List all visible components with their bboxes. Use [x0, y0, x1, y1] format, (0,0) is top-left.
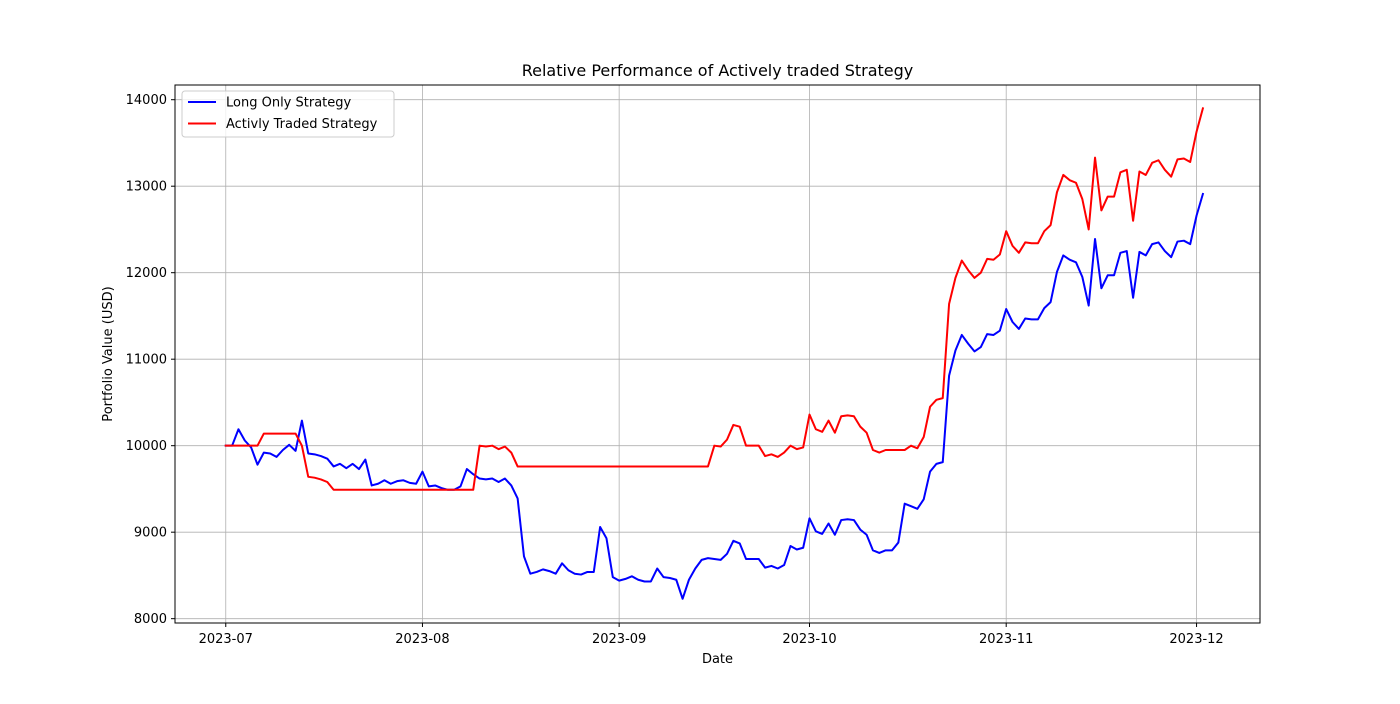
legend: Long Only Strategy Activly Traded Strate… — [181, 90, 395, 138]
legend-label-actively-traded: Activly Traded Strategy — [226, 117, 378, 132]
series-lines — [224, 107, 1205, 600]
x-axis-label: Date — [702, 652, 733, 667]
legend-label-long-only: Long Only Strategy — [226, 96, 352, 111]
y-tick-label: 13000 — [126, 180, 167, 195]
legend-box — [181, 90, 395, 138]
grid-lines — [175, 85, 1260, 623]
chart-title: Relative Performance of Actively traded … — [522, 61, 914, 80]
y-tick-label: 14000 — [126, 93, 167, 108]
y-tick-label: 9000 — [134, 526, 167, 541]
x-tick-label: 2023-07 — [199, 632, 253, 647]
y-tick-label: 12000 — [126, 266, 167, 281]
x-tick-label: 2023-11 — [979, 632, 1033, 647]
x-tick-label: 2023-10 — [782, 632, 836, 647]
y-tick-label: 11000 — [126, 353, 167, 368]
x-tick-label: 2023-09 — [592, 632, 646, 647]
y-tick-label: 8000 — [134, 612, 167, 627]
y-tick-label: 10000 — [126, 439, 167, 454]
x-tick-label: 2023-08 — [395, 632, 449, 647]
axis-ticks: 2023-07 2023-08 2023-09 2023-10 2023-11 2023-… — [126, 93, 1224, 647]
series-line-long-only — [224, 192, 1205, 600]
series-line-actively-traded — [224, 107, 1205, 491]
x-tick-label: 2023-12 — [1169, 632, 1223, 647]
plot-area-frame — [174, 84, 1261, 624]
y-axis-label: Portfolio Value (USD) — [101, 286, 116, 421]
